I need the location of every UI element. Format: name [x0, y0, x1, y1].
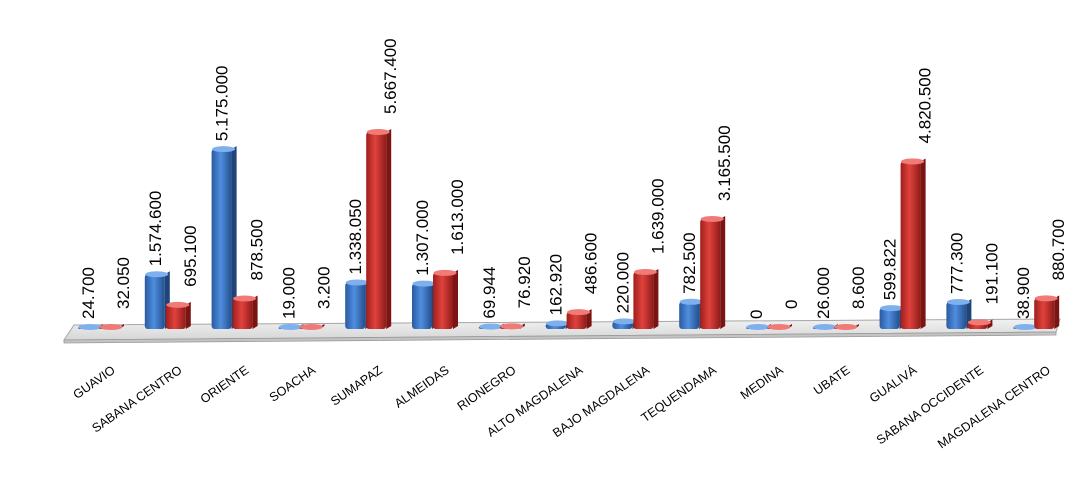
bar-series2	[165, 301, 191, 329]
data-label: 3.165.500	[715, 125, 734, 201]
data-label: 8.600	[849, 266, 868, 309]
bar-series2	[366, 129, 392, 329]
category-label: GUAVIO	[71, 363, 118, 402]
data-label: 1.639.000	[648, 178, 667, 254]
data-label: 1.613.000	[448, 179, 467, 255]
bar-series2	[700, 215, 726, 329]
data-label: 782.500	[680, 232, 699, 293]
bar-series2	[433, 269, 458, 329]
data-label: 24.700	[79, 267, 98, 319]
category-label: TEQUENDAMA	[639, 363, 720, 425]
data-label: 0	[782, 300, 801, 309]
bar-series2	[1034, 295, 1060, 329]
category-label: ORIENTE	[198, 363, 252, 406]
data-label: 19.000	[279, 267, 298, 319]
bar-series2	[967, 319, 993, 329]
category-label: RIONEGRO	[455, 363, 519, 414]
data-label: 5.667.400	[381, 38, 400, 114]
data-label: 0	[747, 310, 766, 319]
category-label: SABANA OCCIDENTE	[874, 363, 986, 447]
category-label: SOACHA	[267, 363, 319, 405]
bar-series2	[900, 158, 926, 329]
bar-series2	[767, 324, 792, 330]
data-label: 1.574.600	[146, 191, 165, 267]
bar-series2	[833, 324, 859, 330]
bar-series1	[144, 271, 170, 329]
category-label: ALMEIDAS	[392, 363, 452, 411]
data-label: 1.338.050	[346, 199, 365, 275]
category-label: UBATE	[811, 363, 852, 398]
data-label: 880.700	[1049, 219, 1068, 280]
data-label: 3.200	[314, 266, 333, 309]
category-label: MEDINA	[738, 363, 786, 403]
data-label: 32.050	[114, 257, 133, 309]
bar-series2	[499, 323, 525, 330]
data-label: 1.307.000	[413, 200, 432, 276]
data-label: 69.944	[480, 267, 499, 319]
data-label: 777.300	[947, 233, 966, 294]
category-label: MAGDALENA CENTRO	[935, 363, 1053, 452]
data-label: 5.175.000	[213, 65, 232, 141]
chart-floor-edge	[63, 331, 1057, 344]
category-label: GUALIVÁ	[866, 362, 920, 406]
data-label: 599.822	[881, 239, 900, 300]
data-label: 695.100	[181, 225, 200, 286]
data-label: 220.000	[613, 252, 632, 313]
bar-series2	[566, 309, 592, 329]
bar-series2	[232, 295, 258, 329]
category-label: SUMAPAZ	[328, 363, 385, 409]
data-label: 38.900	[1014, 267, 1033, 319]
data-label: 486.600	[582, 233, 601, 294]
bar-series1	[211, 146, 237, 329]
bar-series2	[633, 269, 659, 329]
data-label: 191.100	[982, 243, 1001, 304]
data-label: 162.920	[547, 254, 566, 315]
bar-series2	[299, 324, 325, 330]
bar-series2	[99, 324, 124, 330]
data-label: 4.820.500	[916, 68, 935, 144]
data-label: 878.500	[248, 219, 267, 280]
data-label: 76.920	[515, 256, 534, 308]
bar-series1	[478, 323, 504, 330]
data-label: 26.000	[814, 267, 833, 319]
